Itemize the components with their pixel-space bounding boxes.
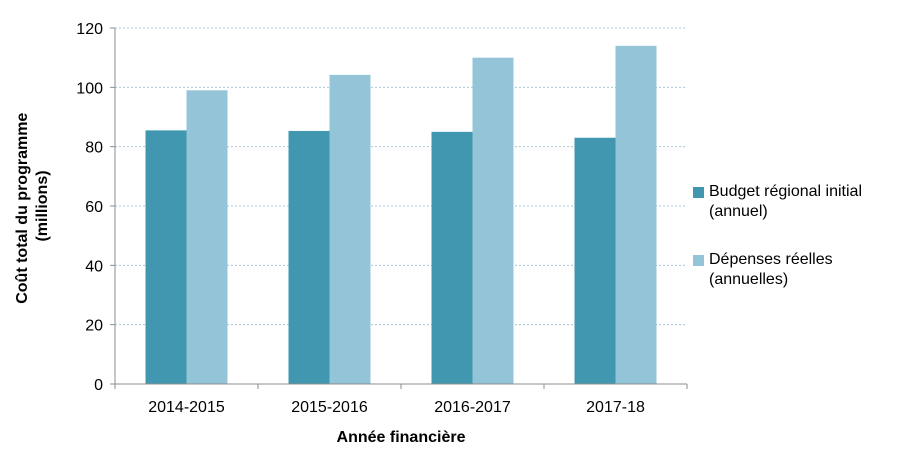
legend-label-budget: Budget régional initial (annuel) [709,182,862,222]
legend-label-budget-line-2: (annuel) [709,203,768,220]
legend-label-depenses-line-2: (annuelles) [709,271,789,288]
legend-swatch-depenses [693,255,704,266]
legend-label-depenses-line-1: Dépenses réelles [709,251,833,268]
bar-depenses [472,57,514,385]
bar-budget [288,130,330,384]
y-tick-label: 60 [85,199,103,216]
x-tick-labels: 2014-2015 2015-2016 2016-2017 2017-18 [148,399,645,416]
bar-budget [574,137,616,384]
y-tick-label: 120 [76,21,103,38]
axes [114,28,687,385]
legend-item-depenses: Dépenses réelles (annuelles) [693,250,898,290]
bar-budget [431,131,473,384]
bar-budget [145,130,187,384]
y-axis-title-line-2: (millions) [34,170,51,241]
legend: Budget régional initial (annuel) Dépense… [693,182,898,318]
y-tick-label: 100 [76,80,103,97]
legend-swatch-budget [693,187,704,198]
bars [145,45,657,385]
y-axis-title-line-1: Coût total du programme [14,113,31,304]
y-tick-labels: 0 20 40 60 80 100 120 [76,21,103,394]
y-tick-label: 20 [85,318,103,335]
legend-label-depenses: Dépenses réelles (annuelles) [709,250,833,290]
y-tick-label: 0 [94,377,103,394]
y-axis-title: Coût total du programme (millions) [14,108,51,304]
legend-label-budget-line-1: Budget régional initial [709,183,862,200]
x-tick-label: 2015-2016 [291,399,368,416]
x-tick-label: 2017-18 [586,399,645,416]
legend-item-budget: Budget régional initial (annuel) [693,182,898,222]
y-tick-label: 40 [85,258,103,275]
bar-depenses [615,45,657,385]
x-tick-label: 2014-2015 [148,399,225,416]
y-tick-label: 80 [85,140,103,157]
bar-depenses [186,90,228,385]
x-tick-label: 2016-2017 [434,399,511,416]
x-axis-title: Année financière [337,429,466,446]
bar-depenses [329,74,371,384]
